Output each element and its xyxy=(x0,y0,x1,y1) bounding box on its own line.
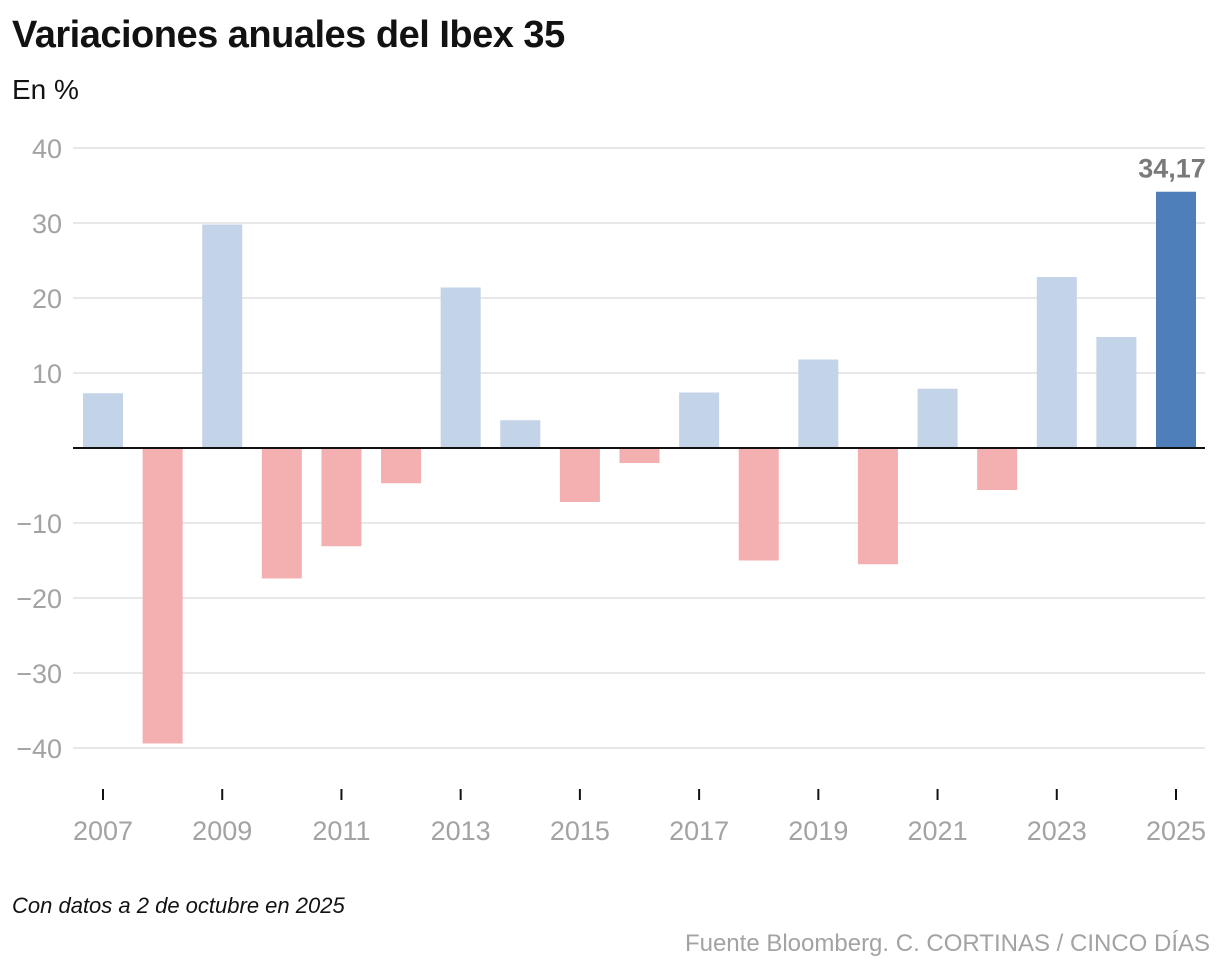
bar-2007 xyxy=(83,393,123,448)
bar-2013 xyxy=(440,287,481,448)
y-axis-ticks: 40 30 20 10 −10 −20 −30 −40 xyxy=(16,134,62,764)
x-tick-label: 2017 xyxy=(669,816,729,846)
x-tick-label: 2009 xyxy=(192,816,252,846)
bar-2015 xyxy=(559,448,600,502)
bar-2021 xyxy=(917,388,958,448)
bar-2011 xyxy=(321,448,362,547)
y-tick-label: −30 xyxy=(16,659,62,689)
chart-subtitle: En % xyxy=(12,74,79,105)
bar-2023 xyxy=(1036,277,1077,448)
bar-2019 xyxy=(798,359,839,448)
bar-2014 xyxy=(500,420,541,448)
chart-title: Variaciones anuales del Ibex 35 xyxy=(12,14,565,56)
y-tick-label: 20 xyxy=(32,284,62,314)
x-tick-label: 2013 xyxy=(431,816,491,846)
x-tick-label: 2007 xyxy=(73,816,133,846)
data-label-highlight: 34,17 xyxy=(1138,154,1206,184)
bar-2017 xyxy=(679,392,720,448)
bar-2009 xyxy=(202,224,243,448)
y-tick-label: −20 xyxy=(16,584,62,614)
bar-2024 xyxy=(1096,337,1137,448)
y-tick-label: −10 xyxy=(16,509,62,539)
bar-2012 xyxy=(381,448,422,484)
bar-2025 xyxy=(1156,191,1196,448)
bar-2016 xyxy=(619,448,660,463)
bar-2020 xyxy=(857,448,898,565)
source-credit: Fuente Bloomberg. C. CORTINAS / CINCO DÍ… xyxy=(684,930,1210,957)
x-tick-label: 2019 xyxy=(788,816,848,846)
gridlines xyxy=(73,147,1205,749)
y-tick-label: 40 xyxy=(32,134,62,164)
x-axis: 2007 2009 2011 2013 2015 2017 2019 2021 2023 2025 xyxy=(73,447,1206,846)
data-labels: 34,17 xyxy=(1138,154,1206,184)
bar-2022 xyxy=(977,448,1018,490)
x-tick-label: 2025 xyxy=(1146,816,1206,846)
x-tick-label: 2021 xyxy=(908,816,968,846)
footnote: Con datos a 2 de octubre en 2025 xyxy=(12,893,345,918)
x-tick-label: 2023 xyxy=(1027,816,1087,846)
y-tick-label: −40 xyxy=(16,734,62,764)
bars xyxy=(83,191,1196,744)
bar-2008 xyxy=(142,448,183,744)
y-tick-label: 10 xyxy=(32,359,62,389)
bar-2018 xyxy=(738,448,779,561)
x-tick-label: 2011 xyxy=(312,816,370,846)
x-tick-label: 2015 xyxy=(550,816,610,846)
bar-chart: 40 30 20 10 −10 −20 −30 −40 2007 2009 2011 2013 201… xyxy=(16,134,1206,846)
bar-2010 xyxy=(261,448,302,579)
y-tick-label: 30 xyxy=(32,209,62,239)
